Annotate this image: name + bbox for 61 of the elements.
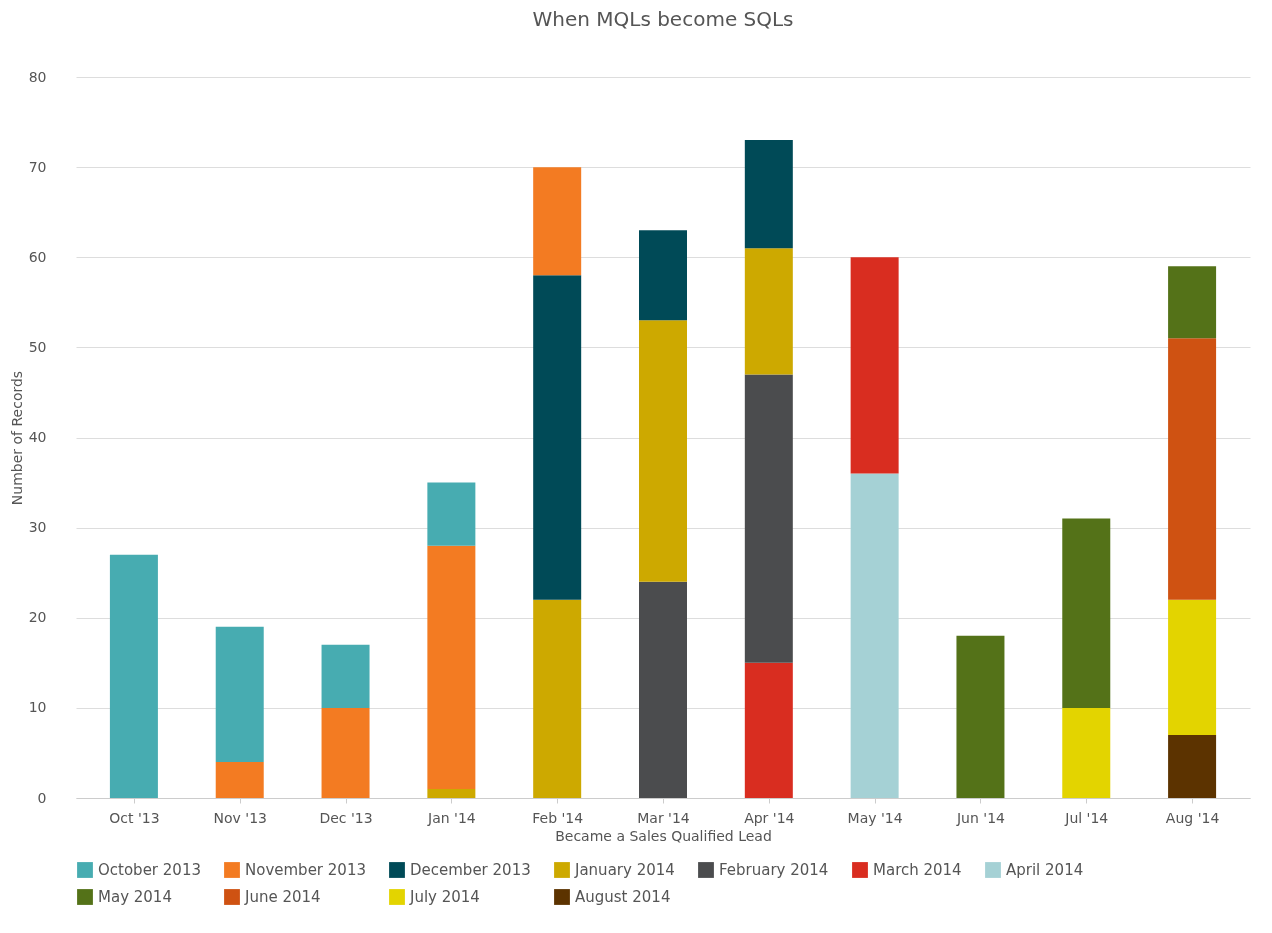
bar (1168, 266, 1217, 339)
bar (744, 140, 793, 249)
legend-label: May 2014 (98, 888, 172, 906)
bar (427, 545, 476, 789)
bar (744, 662, 793, 798)
bar (533, 275, 582, 600)
y-tick-label: 60 (28, 248, 47, 265)
y-tick-label: 0 (37, 789, 47, 806)
bar (1062, 518, 1111, 708)
legend-label: April 2014 (1006, 861, 1084, 879)
x-tick-label: Jul '14 (1064, 809, 1109, 826)
bar (427, 482, 476, 546)
legend-label: July 2014 (409, 888, 480, 906)
bar (744, 374, 793, 663)
bar (1168, 599, 1217, 735)
x-tick-label: Jun '14 (955, 809, 1006, 826)
bar (1168, 338, 1217, 600)
legend-label: February 2014 (719, 861, 829, 879)
x-tick-label: Aug '14 (1165, 809, 1220, 826)
x-tick-label: Dec '13 (319, 809, 373, 826)
legend-label: January 2014 (574, 861, 675, 879)
y-tick-label: 10 (28, 699, 47, 716)
bar (744, 248, 793, 375)
x-tick-label: Oct '13 (109, 809, 160, 826)
bar (321, 707, 370, 798)
y-tick-label: 40 (28, 429, 47, 445)
x-tick-label: May '14 (847, 809, 903, 826)
bar (850, 257, 899, 474)
legend-label: December 2013 (410, 861, 531, 879)
bar (850, 473, 899, 798)
bar (1062, 707, 1111, 798)
bar (533, 599, 582, 798)
y-tick-label: 50 (28, 338, 47, 355)
bar (639, 320, 687, 582)
y-tick-label: 80 (28, 68, 47, 85)
x-tick-label: Feb '14 (532, 809, 584, 826)
x-axis-title: Became a Sales Qualified Lead (555, 827, 772, 844)
legend-label: March 2014 (873, 861, 962, 879)
chart-title: When MQLs become SQLs (532, 7, 794, 31)
x-tick-label: Jan '14 (427, 809, 476, 826)
x-tick-label: Apr '14 (744, 809, 795, 826)
bar (215, 626, 264, 762)
bar (956, 635, 1005, 798)
legend-label: November 2013 (245, 861, 366, 879)
x-tick-label: Mar '14 (637, 809, 690, 826)
bar (321, 644, 370, 708)
bar (639, 581, 687, 798)
y-tick-label: 20 (28, 609, 47, 626)
legend-label: October 2013 (98, 861, 201, 879)
legend-label: August 2014 (575, 888, 671, 906)
legend-label: June 2014 (244, 888, 321, 906)
y-axis-title: Number of Records (8, 370, 25, 506)
bar (639, 230, 687, 321)
bar (215, 761, 264, 798)
bar (427, 788, 476, 798)
x-tick-label: Nov '13 (213, 809, 267, 826)
bar (109, 554, 158, 798)
bar (1168, 734, 1217, 798)
y-tick-label: 30 (28, 519, 47, 536)
y-tick-label: 70 (28, 158, 47, 175)
bar (533, 167, 582, 276)
